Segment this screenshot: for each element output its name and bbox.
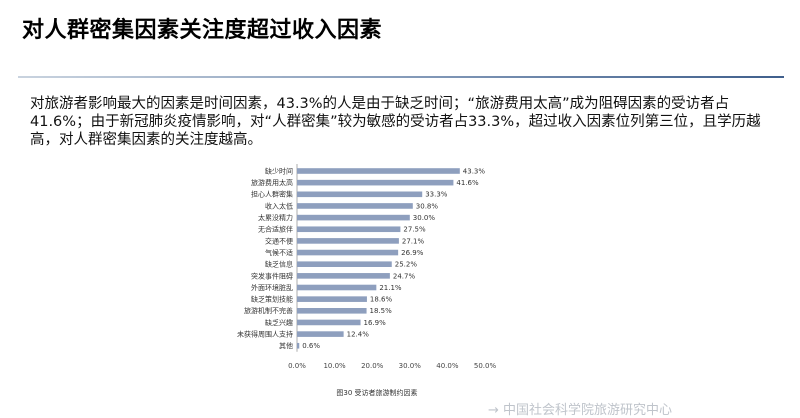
value-label: 41.6% [456,179,479,187]
bar [297,319,361,326]
category-label: 其他 [279,341,293,350]
bar [297,296,367,302]
bar [297,273,390,279]
category-label: 缺乏兴趣 [265,318,293,327]
category-label: 无合适旅伴 [258,225,293,234]
bar [297,226,401,233]
category-label: 收入太低 [265,201,293,210]
value-label: 0.6% [302,342,320,350]
value-label: 33.3% [425,191,448,199]
bar [297,261,392,267]
bar [297,284,377,291]
x-tick-label: 10.0% [323,362,346,370]
category-label: 缺乏策划技能 [251,295,293,304]
category-label: 缺少时间 [265,166,293,175]
summary-text: 对旅游者影响最大的因素是时间因素，43.3%的人是由于缺乏时间；“旅游费用太高”… [30,96,761,148]
value-label: 24.7% [393,272,416,280]
category-label: 缺乏信息 [265,260,293,269]
value-label: 26.9% [401,249,424,257]
category-label: 担心人群密集 [251,190,293,199]
bar [297,203,413,209]
value-label: 18.6% [370,296,393,304]
bar [297,179,454,186]
x-tick-label: 40.0% [436,362,459,370]
value-label: 27.5% [403,226,426,234]
x-tick-label: 50.0% [474,362,497,370]
value-label: 16.9% [364,319,387,327]
bar [297,238,399,244]
value-label: 25.2% [395,261,418,269]
value-label: 18.5% [370,307,393,315]
bar [297,191,423,198]
title-divider [18,76,784,78]
category-label: 外面环境脏乱 [251,283,293,292]
slide-title: 对人群密集因素关注度超过收入因素 [22,18,383,43]
category-label: 未获得周围人支持 [237,330,293,339]
bar-chart-svg: 缺少时间 43.3% 旅游费用太高 41.6% 担心人群密集 33.3% 收入太低 30.8%… [237,164,497,397]
category-label: 旅游机制不完善 [244,306,293,315]
bar [297,342,300,349]
value-label: 43.3% [463,167,486,175]
watermark: → 中国社会科学院旅游研究中心 [488,403,673,418]
category-label: 旅游费用太高 [251,178,293,187]
category-label: 太累没精力 [258,213,293,222]
value-label: 21.1% [379,284,402,292]
value-label: 30.0% [413,214,436,222]
category-label: 交通不便 [265,236,293,245]
x-tick-label: 0.0% [288,362,306,370]
bar [297,331,344,337]
bar [297,214,410,221]
value-label: 30.8% [416,202,439,210]
bar [297,308,367,314]
category-label: 气候不适 [265,248,293,257]
constraint-factors-chart: 缺少时间 43.3% 旅游费用太高 41.6% 担心人群密集 33.3% 收入太低 30.8%… [190,158,570,411]
value-label: 12.4% [347,331,370,339]
value-label: 27.1% [402,237,425,245]
x-tick-label: 20.0% [361,362,384,370]
chart-caption: 图30 受访者旅游制约因素 [336,388,417,397]
x-tick-label: 30.0% [399,362,422,370]
category-label: 突发事件阻碍 [251,271,293,280]
bar [297,168,460,174]
bar [297,249,399,256]
